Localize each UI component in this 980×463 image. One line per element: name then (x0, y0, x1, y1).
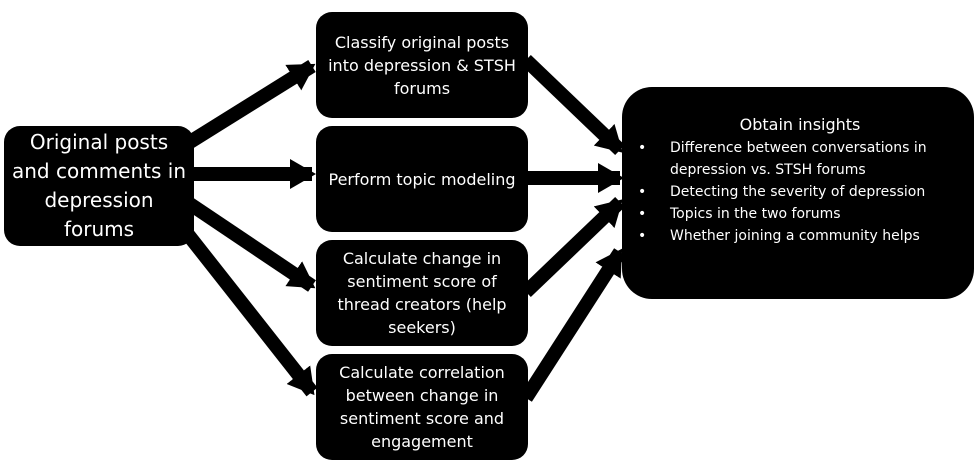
arrow-classify-to-insights (521, 54, 625, 156)
insight-item: Difference between conversations in depr… (636, 137, 964, 181)
step-topic-modeling-box: Perform topic modeling (316, 126, 528, 232)
arrow-correlation-to-insights (520, 248, 626, 402)
source-label: Original posts and comments in depressio… (12, 130, 187, 241)
arrow-sentiment-to-insights (521, 196, 625, 298)
insights-box: Obtain insights Difference between conve… (622, 87, 974, 299)
arrow-source-to-correlation (180, 227, 318, 397)
insights-title: Obtain insights (739, 115, 861, 134)
arrow-source-to-sentiment (186, 198, 316, 292)
step-classify-box: Classify original posts into depression … (316, 12, 528, 118)
step-topic-modeling-label: Perform topic modeling (328, 169, 516, 189)
step-sentiment-change-label: Calculate change in sentiment score of t… (337, 249, 507, 337)
source-box: Original posts and comments in depressio… (4, 126, 194, 246)
insights-list: Difference between conversations in depr… (636, 137, 964, 247)
step-classify-label: Classify original posts into depression … (328, 32, 516, 98)
step-sentiment-change-box: Calculate change in sentiment score of t… (316, 240, 528, 346)
insight-item: Detecting the severity of depression (636, 181, 964, 203)
arrow-source-to-classify (186, 60, 316, 148)
step-correlation-box: Calculate correlation between change in … (316, 354, 528, 460)
step-correlation-label: Calculate correlation between change in … (339, 363, 505, 451)
insight-item: Whether joining a community helps (636, 225, 964, 247)
insight-item: Topics in the two forums (636, 203, 964, 225)
